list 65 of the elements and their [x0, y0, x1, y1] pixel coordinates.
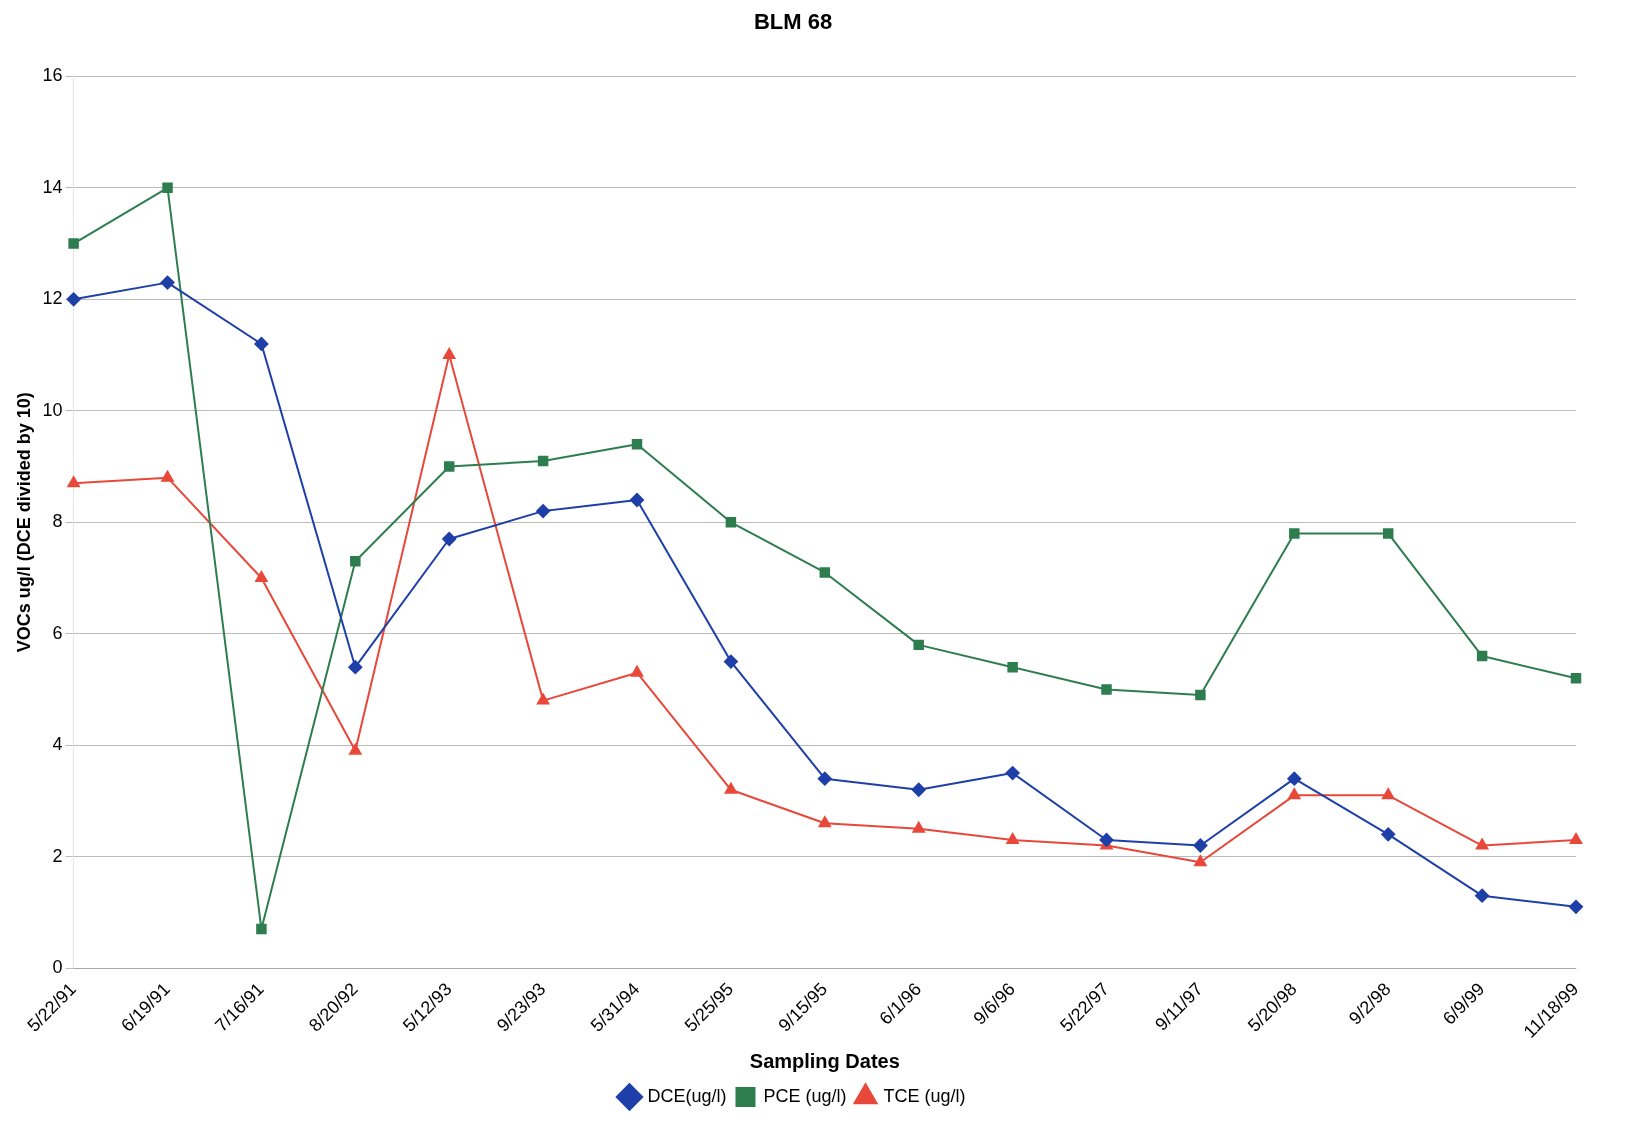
point: [349, 743, 362, 755]
point: [912, 821, 925, 833]
point: [724, 782, 738, 794]
point: [1289, 528, 1300, 539]
point: [1007, 661, 1018, 673]
point: [443, 348, 456, 360]
point: [1287, 771, 1302, 786]
y-tick-label: 0: [52, 957, 63, 978]
point: [1381, 827, 1396, 842]
point: [1288, 788, 1301, 800]
legend-label: PCE (ug/l): [763, 1085, 847, 1106]
y-tick-label: 14: [42, 176, 63, 197]
point: [1193, 838, 1208, 853]
y-tick-label: 4: [52, 734, 63, 755]
point: [161, 470, 174, 482]
chart-title: BLM 68: [753, 9, 833, 35]
point: [536, 504, 551, 519]
legend-label: DCE(ug/l): [647, 1085, 727, 1106]
point: [630, 492, 645, 507]
point: [1005, 766, 1020, 781]
point: [1475, 888, 1490, 903]
y-tick-label: 6: [52, 622, 63, 643]
point: [723, 654, 738, 669]
point: [1382, 788, 1395, 800]
y-tick-label: 10: [42, 399, 63, 420]
point: [819, 567, 831, 578]
point: [442, 531, 457, 546]
point: [1194, 855, 1207, 867]
point: [254, 336, 269, 351]
point: [1006, 832, 1019, 844]
y-tick-label: 2: [52, 845, 63, 866]
point: [1570, 673, 1582, 684]
y-tick-label: 8: [52, 511, 63, 532]
point: [1195, 689, 1206, 701]
x-axis-title: Sampling Dates: [749, 1049, 900, 1072]
point: [1569, 899, 1583, 914]
point: [1101, 684, 1112, 695]
point: [630, 665, 644, 677]
point: [913, 639, 924, 651]
point: [256, 923, 267, 935]
point: [1382, 528, 1394, 539]
point: [255, 571, 268, 582]
legend-label: TCE (ug/l): [883, 1085, 966, 1106]
point: [1475, 838, 1489, 850]
y-tick-label: 16: [42, 65, 63, 86]
y-axis-title: VOCs ug/l (DCE divided by 10): [13, 392, 34, 653]
point: [66, 292, 81, 307]
point: [725, 517, 737, 528]
y-tick-label: 12: [42, 288, 63, 309]
point: [67, 476, 80, 488]
point: [911, 782, 926, 797]
point: [1476, 650, 1488, 662]
point: [162, 182, 173, 194]
point: [631, 439, 643, 450]
point: [348, 660, 363, 675]
point: [536, 693, 550, 705]
point: [1569, 832, 1583, 844]
point: [1099, 832, 1114, 847]
point: [537, 455, 549, 467]
point: [350, 556, 361, 567]
point: [817, 771, 832, 786]
point: [443, 461, 455, 472]
point: [160, 275, 175, 290]
point: [68, 238, 79, 249]
point: [818, 816, 832, 828]
